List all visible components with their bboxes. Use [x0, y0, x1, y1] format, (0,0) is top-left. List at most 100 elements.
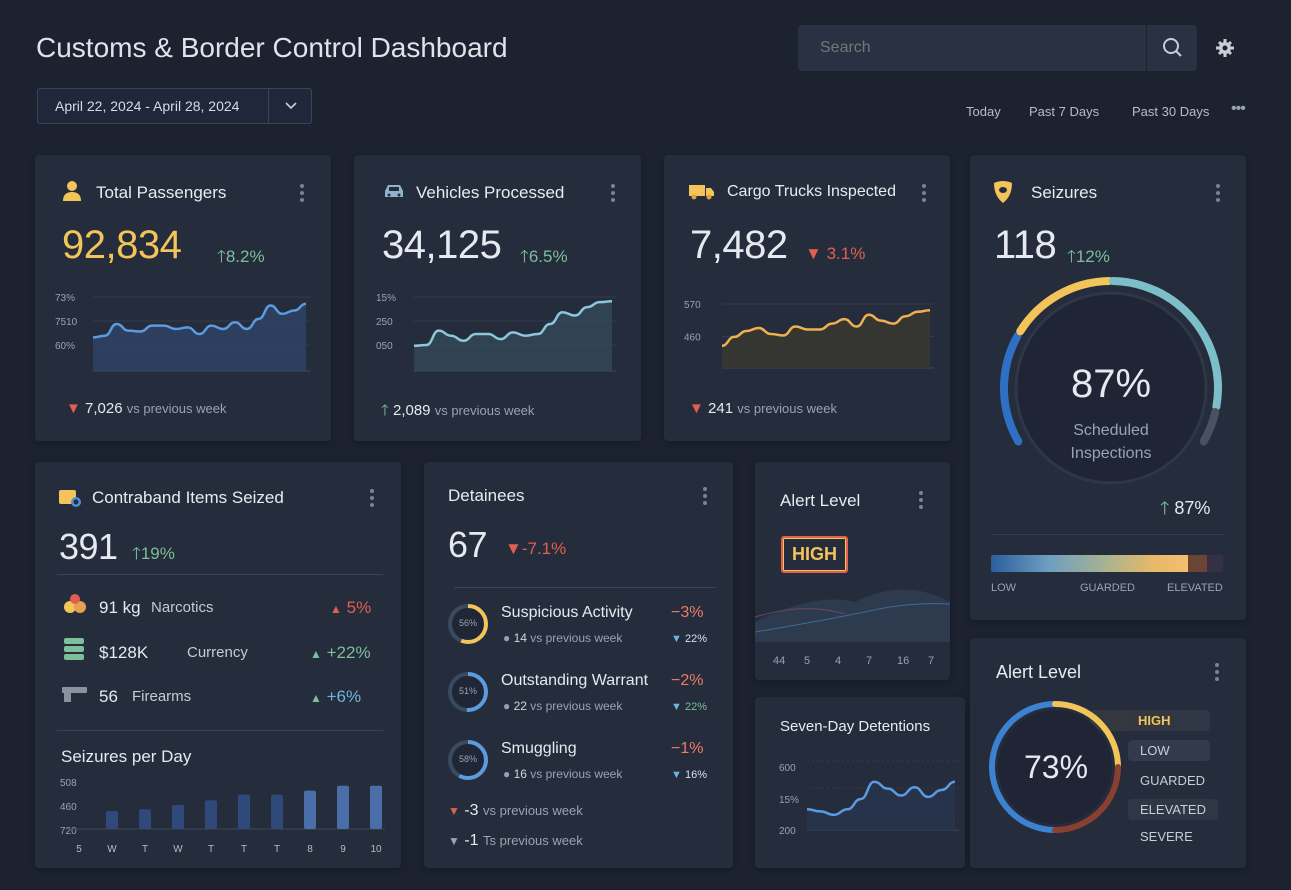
x-tick: 8	[307, 844, 313, 855]
x-tick: W	[173, 844, 183, 855]
ring-value: 56%	[458, 618, 477, 628]
vehicles-chart: 15% 250 050	[376, 293, 616, 372]
row-sub: ● 22 vs previous week	[503, 699, 623, 713]
area-fill	[722, 310, 930, 368]
date-range-value: April 22, 2024 - April 28, 2024	[55, 98, 240, 114]
item-value: 56	[99, 687, 118, 706]
kebab-menu-icon[interactable]	[611, 184, 615, 205]
x-tick: T	[142, 844, 148, 855]
currency-icon	[64, 638, 84, 660]
bar	[304, 790, 316, 829]
y-tick: 460	[60, 802, 77, 813]
item-change: ▲ 5%	[330, 598, 372, 617]
kebab-menu-icon[interactable]	[919, 491, 923, 512]
x-tick: 9	[340, 844, 346, 855]
progress-ring	[448, 604, 488, 644]
more-options-icon[interactable]: •••	[1231, 100, 1246, 117]
card-title: Alert Level	[996, 662, 1082, 682]
kpi-value: 118	[994, 223, 1057, 267]
date-range-picker[interactable]: April 22, 2024 - April 28, 2024	[37, 88, 312, 124]
range-30-days[interactable]: Past 30 Days	[1132, 104, 1210, 119]
kpi-value: 7,482	[690, 223, 788, 267]
bar	[205, 800, 217, 829]
progress-ring	[448, 672, 488, 712]
x-tick: 4	[835, 655, 842, 667]
kebab-menu-icon[interactable]	[1215, 663, 1219, 684]
y-tick: 73%	[55, 293, 75, 304]
car-icon	[385, 185, 403, 197]
card-title: Seven-Day Detentions	[780, 718, 931, 735]
detentions-chart	[807, 760, 959, 831]
bar	[238, 794, 250, 829]
y-tick: 250	[376, 317, 393, 328]
kpi-change-value: 8.2%	[225, 247, 265, 266]
kpi-change: 🡑19%	[132, 544, 175, 563]
item-change: ▲ +6%	[310, 687, 362, 706]
seizures-per-day-chart: 508 460 720 5 W T W T T T 8 9 10	[60, 778, 385, 855]
gauge-segment-teal	[1108, 277, 1222, 411]
level-low[interactable]: LOW	[1128, 740, 1210, 761]
narcotics-icon	[64, 594, 86, 613]
divider	[454, 587, 716, 588]
series-line	[721, 309, 931, 348]
footer-change: ▼ 241 vs previous week	[689, 400, 837, 417]
card-total-passengers: Total Passengers 92,834 🡑8.2% 73% 7510 60%…	[35, 155, 331, 441]
area-fill	[414, 301, 612, 371]
range-today[interactable]: Today	[966, 104, 1001, 119]
chevron-down-icon[interactable]	[268, 89, 312, 123]
gauge-change: 🡑 87%	[1160, 498, 1211, 518]
kebab-menu-icon[interactable]	[703, 487, 707, 508]
x-tick: 10	[370, 844, 382, 855]
donut-segment-yellow	[1052, 701, 1121, 770]
divider	[57, 574, 383, 575]
x-tick: 5	[76, 844, 82, 855]
x-tick: 7	[866, 655, 873, 667]
alert-trend-wave	[755, 589, 950, 642]
shield-icon	[994, 181, 1012, 203]
person-icon	[63, 181, 81, 201]
page-title: Customs & Border Control Dashboard	[36, 32, 508, 63]
x-tick: 7	[928, 655, 935, 667]
donut-segment-red	[1052, 764, 1121, 833]
y-tick: 460	[684, 332, 701, 343]
item-value: 91 kg	[99, 598, 141, 617]
level-elevated[interactable]: ELEVATED	[1128, 799, 1218, 820]
level-severe[interactable]: SEVERE	[1140, 829, 1193, 844]
truck-icon	[689, 185, 714, 200]
gear-icon[interactable]	[1215, 38, 1235, 58]
card-title: Detainees	[448, 486, 525, 505]
level-guarded[interactable]: GUARDED	[1140, 773, 1206, 788]
x-tick: 16	[897, 655, 910, 667]
kebab-menu-icon[interactable]	[922, 184, 926, 205]
bar-chart-title: Seizures per Day	[61, 747, 192, 766]
gauge-face	[1014, 291, 1208, 485]
area-fill	[807, 781, 955, 830]
donut-value: 73%	[1023, 749, 1089, 785]
bar	[139, 809, 151, 829]
bar	[370, 785, 382, 829]
card-alert-level-small: Alert Level HIGH 44 5 4 7 16 7	[755, 462, 950, 680]
kpi-change: ▼-7.1%	[505, 539, 567, 558]
range-7-days[interactable]: Past 7 Days	[1029, 104, 1100, 119]
kebab-menu-icon[interactable]	[370, 489, 374, 510]
scale-elevated: ELEVATED	[1167, 582, 1223, 594]
kebab-menu-icon[interactable]	[1216, 184, 1220, 205]
row-label: Suspicious Activity	[501, 604, 633, 621]
card-title: Cargo Trucks Inspected	[727, 183, 896, 200]
level-high[interactable]: HIGH	[1090, 710, 1210, 731]
row-change: −1%	[671, 740, 704, 757]
y-tick: 15%	[376, 293, 396, 304]
card-title: Seizures	[1031, 183, 1098, 202]
y-tick: 720	[60, 826, 77, 837]
kebab-menu-icon[interactable]	[300, 184, 304, 205]
search-box[interactable]	[798, 25, 1197, 71]
search-input[interactable]	[798, 25, 1145, 71]
footer-change: ▼ -1 Ts previous week	[448, 832, 583, 849]
row-label: Outstanding Warrant	[501, 672, 649, 689]
search-button[interactable]	[1146, 25, 1197, 71]
gauge-segment-yellow	[1016, 277, 1114, 336]
footer-change: 🡑 2,089 vs previous week	[381, 402, 535, 419]
ring-value: 51%	[458, 686, 477, 696]
y-tick: 600	[779, 763, 796, 774]
card-seven-day-detentions: Seven-Day Detentions 600 15% 200	[755, 697, 965, 868]
